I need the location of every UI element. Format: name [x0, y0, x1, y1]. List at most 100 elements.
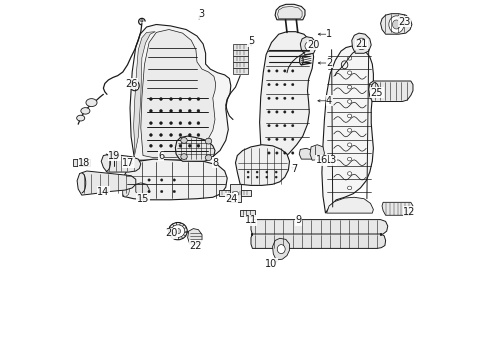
Text: 9: 9 [295, 215, 301, 225]
Polygon shape [300, 37, 315, 55]
Polygon shape [275, 4, 305, 20]
Polygon shape [250, 234, 385, 248]
Ellipse shape [256, 176, 258, 178]
Text: 8: 8 [211, 158, 218, 168]
Ellipse shape [77, 115, 84, 121]
Ellipse shape [169, 109, 172, 112]
Ellipse shape [113, 150, 115, 158]
Ellipse shape [147, 190, 150, 193]
Polygon shape [101, 154, 141, 172]
Ellipse shape [149, 134, 152, 136]
Polygon shape [133, 32, 155, 155]
Ellipse shape [267, 111, 270, 113]
Ellipse shape [388, 16, 403, 33]
Ellipse shape [169, 134, 172, 136]
Polygon shape [250, 220, 387, 235]
Ellipse shape [283, 125, 285, 127]
Ellipse shape [173, 179, 175, 181]
Ellipse shape [347, 186, 351, 190]
Ellipse shape [291, 97, 293, 100]
Polygon shape [235, 145, 289, 185]
Ellipse shape [347, 157, 351, 161]
Text: 23: 23 [398, 17, 410, 27]
Ellipse shape [275, 152, 278, 154]
Ellipse shape [347, 57, 351, 60]
Ellipse shape [179, 109, 182, 112]
Polygon shape [232, 62, 247, 68]
Ellipse shape [275, 176, 277, 178]
Ellipse shape [347, 143, 351, 147]
Ellipse shape [347, 71, 351, 75]
Ellipse shape [291, 111, 293, 113]
Polygon shape [299, 148, 313, 159]
Ellipse shape [181, 138, 187, 143]
Ellipse shape [159, 98, 162, 100]
Polygon shape [232, 68, 247, 74]
Ellipse shape [265, 171, 267, 173]
Text: 24: 24 [225, 194, 238, 204]
Text: 2: 2 [325, 58, 331, 68]
Text: 7: 7 [290, 164, 297, 174]
Ellipse shape [86, 99, 97, 107]
Ellipse shape [159, 109, 162, 112]
Ellipse shape [347, 172, 351, 175]
Ellipse shape [283, 152, 285, 154]
Ellipse shape [159, 134, 162, 136]
Text: 22: 22 [189, 240, 202, 251]
Text: 26: 26 [124, 78, 137, 89]
Text: 18: 18 [78, 158, 90, 168]
Text: 21: 21 [355, 39, 367, 49]
Ellipse shape [159, 144, 162, 147]
Ellipse shape [188, 134, 191, 136]
Polygon shape [368, 81, 412, 102]
Ellipse shape [299, 56, 303, 65]
Polygon shape [130, 24, 230, 160]
Text: 25: 25 [370, 88, 383, 98]
Ellipse shape [149, 144, 152, 147]
Ellipse shape [275, 70, 278, 72]
Ellipse shape [232, 192, 238, 196]
Polygon shape [277, 6, 302, 19]
Ellipse shape [267, 70, 270, 72]
Ellipse shape [168, 222, 187, 240]
Ellipse shape [256, 171, 258, 173]
Ellipse shape [347, 85, 351, 89]
Ellipse shape [147, 179, 150, 181]
Ellipse shape [275, 138, 278, 140]
Ellipse shape [169, 98, 172, 100]
Ellipse shape [275, 97, 278, 100]
Ellipse shape [356, 38, 366, 50]
Text: 15: 15 [137, 194, 149, 204]
Text: 20: 20 [307, 40, 319, 50]
Polygon shape [230, 184, 241, 202]
Ellipse shape [149, 122, 152, 125]
Polygon shape [232, 50, 247, 56]
Ellipse shape [347, 129, 351, 132]
Ellipse shape [283, 97, 285, 100]
Ellipse shape [347, 114, 351, 118]
Polygon shape [309, 145, 324, 160]
Text: 4: 4 [325, 96, 331, 106]
Ellipse shape [283, 70, 285, 72]
Ellipse shape [267, 138, 270, 140]
Polygon shape [122, 178, 132, 197]
Ellipse shape [169, 144, 172, 147]
Ellipse shape [197, 109, 200, 112]
Ellipse shape [283, 111, 285, 113]
Polygon shape [232, 44, 247, 50]
Text: 12: 12 [403, 207, 415, 217]
Text: 20: 20 [165, 228, 178, 238]
Ellipse shape [275, 171, 277, 173]
Text: 19: 19 [108, 150, 120, 161]
Text: 13: 13 [324, 155, 336, 165]
Ellipse shape [246, 176, 249, 178]
Ellipse shape [347, 100, 351, 103]
Ellipse shape [267, 152, 270, 154]
Text: 16: 16 [315, 155, 327, 165]
Ellipse shape [160, 179, 163, 181]
Polygon shape [77, 171, 136, 195]
Ellipse shape [291, 125, 293, 127]
Ellipse shape [197, 122, 200, 125]
Ellipse shape [188, 98, 191, 100]
Ellipse shape [305, 42, 311, 50]
